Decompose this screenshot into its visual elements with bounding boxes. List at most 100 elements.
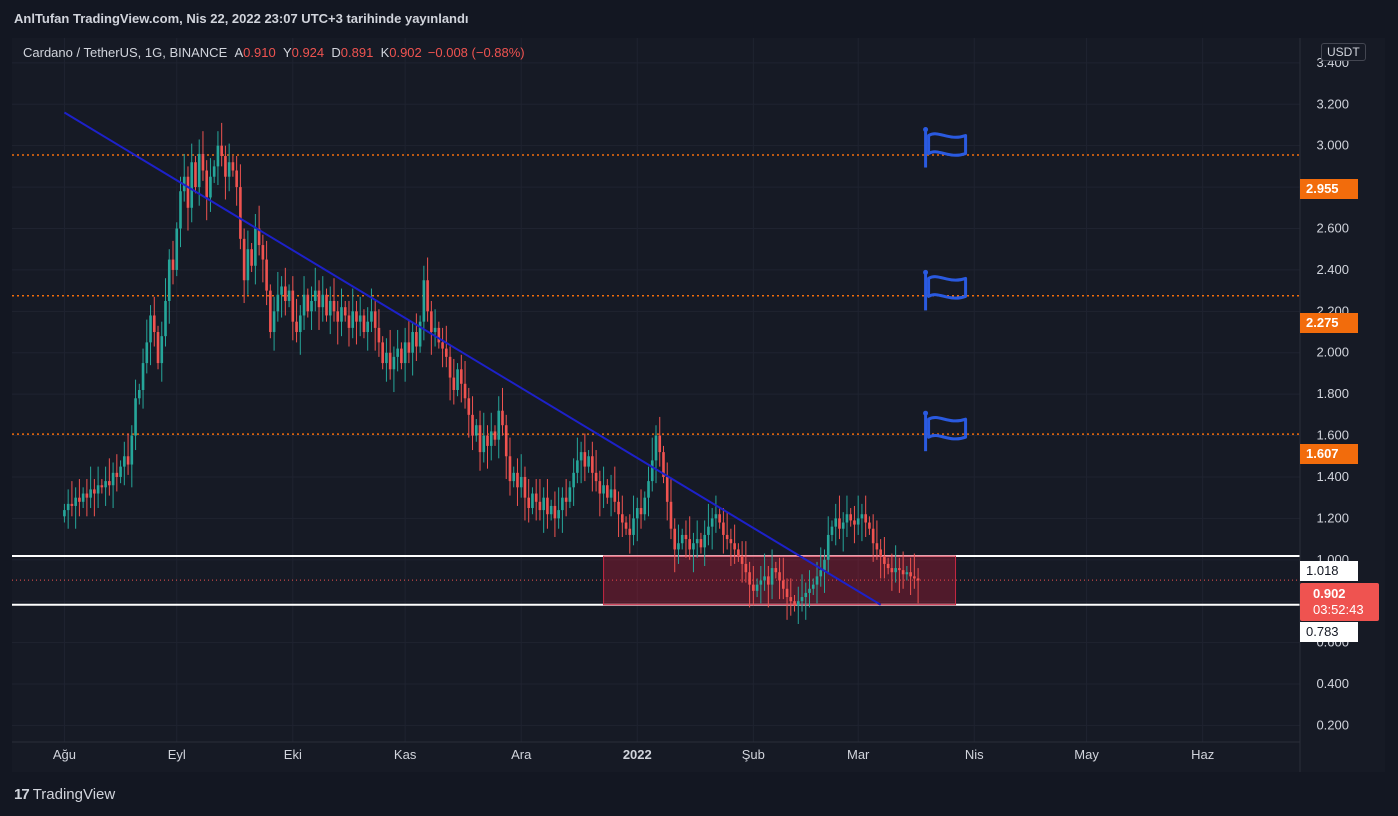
candle-body [126, 456, 130, 465]
candle-body [639, 508, 643, 515]
candle-body [564, 497, 568, 502]
candle-body [808, 588, 811, 593]
currency-unit-button[interactable]: USDT [1321, 43, 1366, 61]
flag-pole-tip [923, 127, 929, 133]
candle-body [306, 294, 310, 312]
candle-body [609, 489, 613, 498]
candle-body [804, 592, 808, 598]
candle-body [830, 526, 834, 535]
candle-body [669, 501, 673, 529]
candle-body [445, 348, 448, 357]
candle-body [796, 601, 800, 606]
candle-body [823, 559, 826, 571]
candle-body [141, 363, 145, 390]
candle-body [220, 145, 223, 157]
candle-body [905, 572, 909, 575]
candle-body [699, 539, 703, 548]
candle-body [336, 311, 340, 322]
candle-body [718, 514, 721, 523]
candle-body [284, 286, 287, 301]
candle-body [332, 300, 336, 312]
candle-body [849, 514, 853, 521]
candle-body [501, 410, 504, 426]
flag-cloth [927, 416, 968, 441]
candle-body [654, 435, 658, 461]
candle-body [553, 505, 557, 519]
candle-body [63, 510, 66, 517]
price-tick-label: 1.400 [1316, 469, 1349, 484]
candle-body [650, 460, 654, 482]
candle-body [430, 311, 433, 333]
candle-body [164, 300, 167, 337]
candle-body [111, 472, 115, 486]
candle-countdown: 03:52:43 [1313, 602, 1364, 617]
candle-body [78, 497, 81, 502]
candle-body [561, 497, 564, 511]
time-tick-label: Ağu [53, 747, 76, 762]
chart-frame[interactable] [12, 38, 1385, 772]
candle-body [456, 369, 459, 390]
candle-body [643, 497, 647, 515]
price-tick-label: 3.200 [1316, 96, 1349, 111]
time-tick-label: 2022 [623, 747, 652, 762]
candle-body [729, 539, 733, 544]
candle-body [737, 549, 740, 556]
candle-body [149, 315, 152, 343]
candle-body [519, 476, 523, 488]
tradingview-brand[interactable]: 17 TradingView [14, 786, 115, 803]
price-tick-label: 1.200 [1316, 510, 1349, 525]
candle-body [486, 435, 489, 446]
time-tick-label: Kas [394, 747, 417, 762]
candle-body [280, 286, 283, 295]
candle-body [370, 311, 373, 322]
candle-body [100, 485, 104, 488]
high-value: 0.924 [291, 45, 325, 60]
price-tick-label: 0.400 [1316, 676, 1349, 691]
candle-body [287, 290, 291, 301]
candle-body [744, 563, 748, 573]
candle-body [403, 342, 407, 364]
candle-body [815, 576, 819, 585]
candle-body [759, 580, 763, 585]
candle-body [119, 466, 122, 477]
close-label: K [380, 45, 390, 60]
candle-body [894, 568, 897, 573]
price-tick-label: 2.000 [1316, 345, 1349, 360]
candle-body [725, 534, 729, 540]
price-tick-label: 2.400 [1316, 262, 1349, 277]
candle-body [231, 162, 235, 171]
candle-body [298, 315, 302, 333]
candle-body [778, 572, 781, 581]
candle-body [156, 332, 160, 364]
candle-body [781, 580, 785, 589]
candle-body [478, 425, 482, 453]
candle-body [385, 352, 388, 364]
candle-body [534, 493, 538, 502]
candle-body [242, 238, 246, 281]
candle-body [313, 290, 317, 301]
level-tag-2955: 2.955 [1300, 179, 1358, 199]
candle-body [302, 294, 306, 316]
candle-body [871, 528, 875, 544]
candle-body [66, 503, 70, 511]
candle-body [205, 170, 209, 198]
candle-body [602, 485, 605, 494]
candle-body [875, 543, 879, 550]
candle-body [437, 327, 441, 343]
candle-body [448, 356, 452, 378]
horizontal-levels [12, 154, 1300, 606]
candle-body [546, 497, 549, 515]
candle-body [707, 526, 710, 535]
candle-body [868, 522, 871, 529]
candle-body [246, 249, 250, 281]
candle-body [471, 414, 474, 436]
time-tick-label: Eki [284, 747, 302, 762]
flag-pole-tip [923, 410, 929, 416]
time-tick-label: Mar [847, 747, 870, 762]
candle-body [400, 348, 403, 364]
candle-body [272, 311, 276, 333]
candle-body [658, 435, 662, 453]
candle-body [186, 176, 190, 208]
candle-body [516, 472, 519, 488]
